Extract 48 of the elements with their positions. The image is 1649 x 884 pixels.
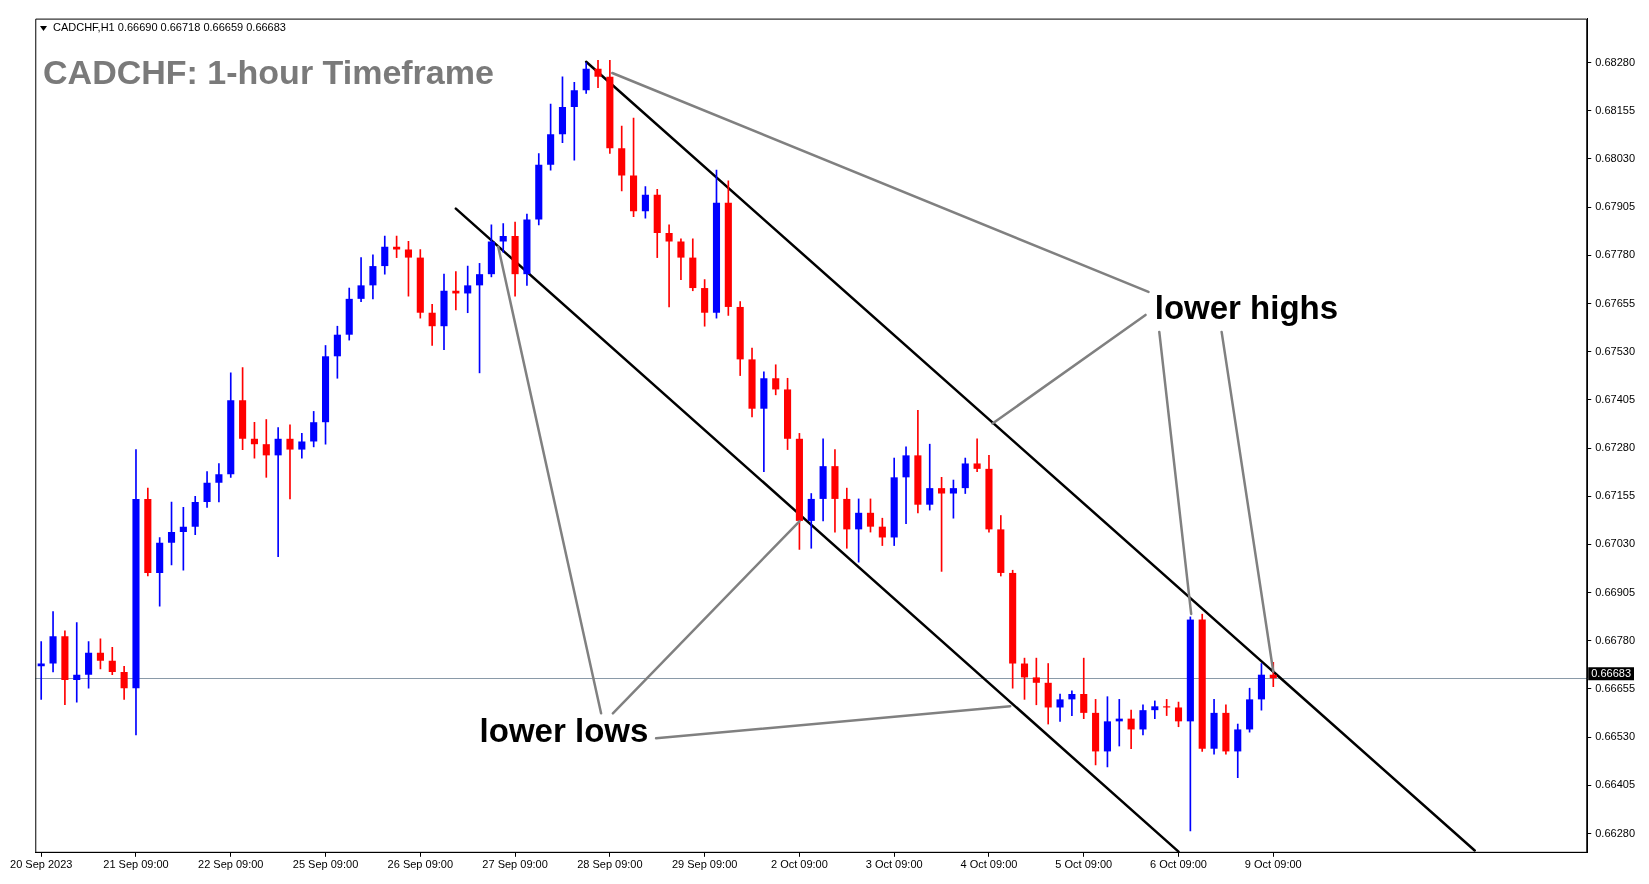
- candlestick: [73, 622, 81, 703]
- text: CADCHF: 1-hour Timeframe: [43, 53, 494, 92]
- annotation: CADCHF,H1 0.66690 0.66718 0.66659 0.66683: [52, 21, 286, 34]
- candlestick: [1151, 700, 1159, 719]
- y-tick-label: 0.67530: [1595, 344, 1635, 357]
- y-tick-label: 0.66905: [1595, 585, 1635, 598]
- y-tick-label: 0.67405: [1595, 392, 1635, 405]
- y-tick-label: 0.67905: [1595, 200, 1635, 213]
- ref-line-label: 0.66683: [1591, 666, 1631, 679]
- x-tick-label: 29 Sep 09:00: [671, 858, 738, 871]
- y-tick-label: 0.66405: [1595, 778, 1635, 791]
- candlestick: [262, 419, 270, 478]
- x-tick-label: 26 Sep 09:00: [387, 858, 454, 871]
- candlestick: [570, 81, 578, 161]
- candlestick: [274, 427, 282, 558]
- x-tick-label: 5 Oct 09:00: [1055, 858, 1113, 871]
- x-tick-label: 2 Oct 09:00: [770, 858, 828, 871]
- y-tick-label: 0.66530: [1595, 730, 1635, 743]
- candlestick: [665, 224, 673, 308]
- y-tick-label: 0.66280: [1595, 826, 1635, 839]
- y-tick-label: 0.67030: [1595, 537, 1635, 550]
- x-tick-label: 20 Sep 2023: [10, 858, 73, 871]
- annotation: lower highs: [1154, 289, 1339, 326]
- x-tick-label: 3 Oct 09:00: [865, 858, 923, 871]
- y-tick-label: 0.67780: [1595, 248, 1635, 261]
- x-tick-label: 21 Sep 09:00: [103, 858, 169, 871]
- y-tick-label: 0.68155: [1595, 103, 1635, 116]
- candlestick: [464, 265, 472, 314]
- x-tick-label: 25 Sep 09:00: [292, 858, 359, 871]
- candlestick: [215, 463, 223, 503]
- candlestick: [286, 424, 294, 500]
- y-tick-label: 0.67155: [1595, 489, 1635, 502]
- y-tick-label: 0.68030: [1595, 151, 1635, 164]
- y-tick-label: 0.66780: [1595, 633, 1635, 646]
- x-tick-label: 6 Oct 09:00: [1150, 858, 1207, 871]
- x-tick-label: 9 Oct 09:00: [1244, 858, 1302, 871]
- y-tick-label: 0.68280: [1595, 55, 1635, 68]
- x-tick-label: 27 Sep 09:00: [482, 858, 548, 871]
- y-tick-label: 0.67655: [1595, 296, 1635, 309]
- x-tick-label: 28 Sep 09:00: [577, 858, 643, 871]
- x-tick-label: 4 Oct 09:00: [960, 858, 1018, 871]
- annotation: lower lows: [479, 712, 649, 750]
- y-tick-label: 0.67280: [1595, 441, 1635, 454]
- candlestick: [1068, 690, 1076, 716]
- candlestick: [973, 438, 981, 472]
- x-tick-label: 22 Sep 09:00: [198, 858, 264, 871]
- y-tick-label: 0.66655: [1595, 682, 1635, 694]
- candlestick: [499, 223, 507, 253]
